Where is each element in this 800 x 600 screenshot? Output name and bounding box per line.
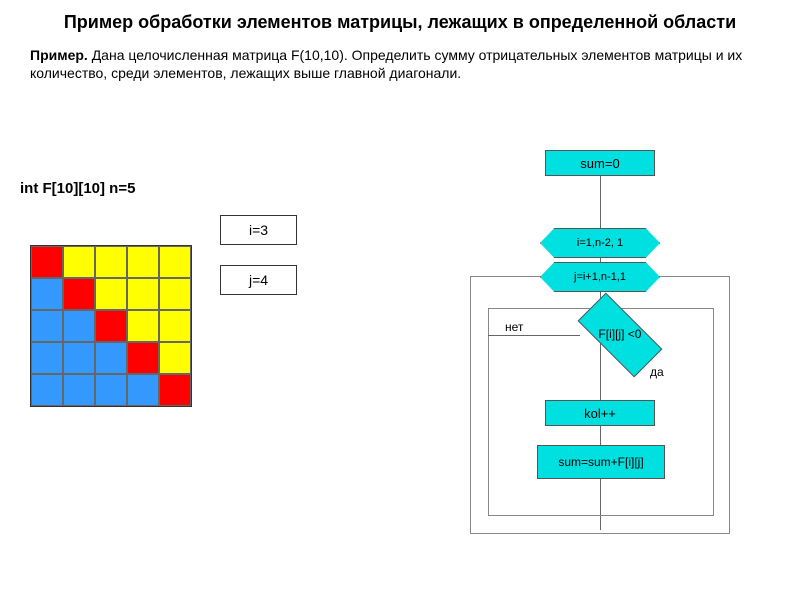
matrix-cell	[31, 278, 63, 310]
matrix-cell	[159, 342, 191, 374]
matrix-cell	[127, 246, 159, 278]
matrix-cell	[95, 310, 127, 342]
node-sum-inc: sum=sum+F[i][j]	[537, 445, 665, 479]
matrix-cell	[127, 278, 159, 310]
matrix-cell	[31, 246, 63, 278]
matrix-cell	[159, 310, 191, 342]
problem-statement: Пример. Дана целочисленная матрица F(10,…	[0, 42, 800, 92]
matrix-cell	[127, 374, 159, 406]
matrix-cell	[63, 342, 95, 374]
var-j-box: j=4	[220, 265, 297, 295]
matrix-cell	[63, 374, 95, 406]
declaration: int F[10][10] n=5	[20, 180, 135, 197]
node-loop-i: i=1,n-2, 1	[540, 228, 660, 258]
matrix-cell	[63, 278, 95, 310]
no-line	[488, 335, 580, 336]
matrix-cell	[31, 374, 63, 406]
matrix-cell	[31, 342, 63, 374]
matrix-cell	[127, 342, 159, 374]
node-sum-init: sum=0	[545, 150, 655, 176]
label-yes: да	[650, 365, 664, 379]
matrix-cell	[95, 374, 127, 406]
node-kol-inc: kol++	[545, 400, 655, 426]
matrix-cell	[95, 342, 127, 374]
page-title: Пример обработки элементов матрицы, лежа…	[0, 0, 800, 42]
matrix-cell	[159, 278, 191, 310]
node-loop-j: j=i+1,n-1,1	[540, 262, 660, 292]
flowchart: kol=0 sum=0 i=1,n-2, 1 j=i+1,n-1,1 F[i][…	[430, 150, 780, 560]
matrix-cell	[63, 246, 95, 278]
matrix-cell	[127, 310, 159, 342]
matrix-grid	[30, 245, 192, 407]
matrix-cell	[95, 246, 127, 278]
matrix-cell	[95, 278, 127, 310]
matrix-cell	[31, 310, 63, 342]
var-i-box: i=3	[220, 215, 297, 245]
problem-prefix: Пример.	[30, 47, 88, 63]
label-no: нет	[505, 320, 523, 334]
matrix-cell	[159, 374, 191, 406]
matrix-cell	[63, 310, 95, 342]
problem-text: Дана целочисленная матрица F(10,10). Опр…	[30, 47, 742, 81]
matrix-cell	[159, 246, 191, 278]
